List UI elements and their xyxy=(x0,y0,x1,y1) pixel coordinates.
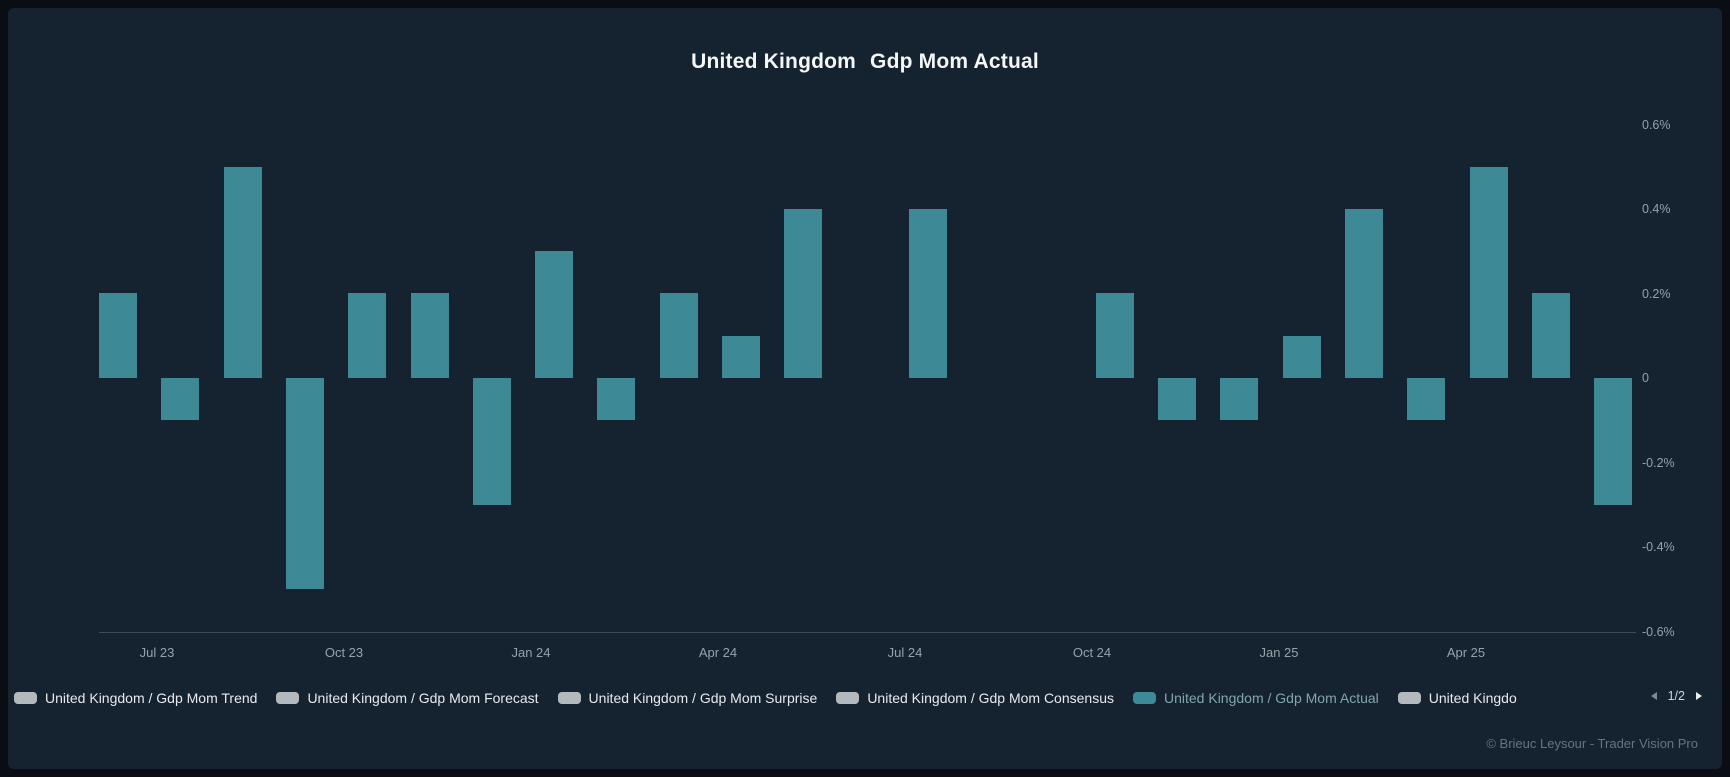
legend-item-3[interactable]: United Kingdom / Gdp Mom Consensus xyxy=(836,690,1114,706)
legend-item-label: United Kingdom / Gdp Mom Actual xyxy=(1164,690,1379,706)
bar-jun-25[interactable] xyxy=(1594,378,1632,505)
x-axis-label: Oct 23 xyxy=(324,645,364,660)
legend-item-label: United Kingdom / Gdp Mom Forecast xyxy=(307,690,539,706)
legend-item-0[interactable]: United Kingdom / Gdp Mom Trend xyxy=(14,690,257,706)
chart-title: United Kingdom Gdp Mom Actual xyxy=(8,50,1722,74)
y-axis-label: 0.6% xyxy=(1642,118,1671,132)
bar-nov-23[interactable] xyxy=(411,293,449,378)
bar-dec-24[interactable] xyxy=(1220,378,1258,420)
legend-swatch-icon xyxy=(1397,692,1421,704)
bar-jan-24[interactable] xyxy=(535,251,573,378)
legend-swatch-icon xyxy=(1133,692,1156,704)
bar-feb-24[interactable] xyxy=(597,378,635,420)
bar-jul-23[interactable] xyxy=(161,378,199,420)
legend-item-label: United Kingdom / Gdp Mom Consensus xyxy=(867,690,1114,706)
y-axis-label: 0.2% xyxy=(1642,287,1671,301)
legend-item-label: United Kingdo xyxy=(1428,690,1517,706)
bar-may-24[interactable] xyxy=(784,209,822,378)
legend-swatch-icon xyxy=(14,692,37,704)
legend-item-label: United Kingdom / Gdp Mom Surprise xyxy=(588,690,818,706)
bar-aug-23[interactable] xyxy=(224,167,262,378)
bar-dec-23[interactable] xyxy=(473,378,511,505)
legend-swatch-icon xyxy=(557,692,581,704)
y-axis-label: -0.4% xyxy=(1642,540,1675,554)
legend-prev-button[interactable] xyxy=(1649,690,1659,702)
bar-jun-23[interactable] xyxy=(99,293,137,378)
x-axis-label: Jan 24 xyxy=(511,645,551,660)
legend: United Kingdom / Gdp Mom Trend United Kin… xyxy=(14,686,1630,710)
chevron-right-icon xyxy=(1696,692,1702,700)
bar-sep-23[interactable] xyxy=(286,378,324,589)
chart-title-metric: Gdp Mom Actual xyxy=(870,50,1039,73)
bar-apr-24[interactable] xyxy=(722,336,760,378)
legend-item-4[interactable]: United Kingdom / Gdp Mom Actual xyxy=(1133,690,1379,706)
y-axis-label: 0.4% xyxy=(1642,202,1671,216)
bar-mar-25[interactable] xyxy=(1407,378,1445,420)
x-axis-label: Jan 25 xyxy=(1259,645,1299,660)
chevron-left-icon xyxy=(1650,692,1657,700)
legend-next-button[interactable] xyxy=(1694,690,1704,702)
bar-apr-25[interactable] xyxy=(1470,167,1508,378)
legend-swatch-icon xyxy=(276,692,300,704)
legend-item-2[interactable]: United Kingdom / Gdp Mom Surprise xyxy=(557,690,818,706)
chart-plot-area: 0.6% 0.4% 0.2% 0 -0.2% -0.4% -0.6% Jul 23 Oct 23… xyxy=(8,8,1722,769)
x-axis-line xyxy=(99,632,1636,633)
bar-oct-23[interactable] xyxy=(348,293,386,378)
page-indicator: 1/2 xyxy=(1667,689,1685,703)
legend-item-5[interactable]: United Kingdo xyxy=(1397,690,1517,706)
copyright-credit: © Brieuc Leysour - Trader Vision Pro xyxy=(1486,736,1698,751)
bar-jul-24[interactable] xyxy=(909,209,947,378)
y-axis-label: -0.2% xyxy=(1642,456,1675,470)
bar-feb-25[interactable] xyxy=(1345,209,1383,378)
bar-jan-25[interactable] xyxy=(1283,336,1321,378)
legend-item-1[interactable]: United Kingdom / Gdp Mom Forecast xyxy=(276,690,539,706)
bar-may-25[interactable] xyxy=(1532,293,1570,378)
bar-mar-24[interactable] xyxy=(660,293,698,378)
x-axis-label: Apr 25 xyxy=(1446,645,1486,660)
y-axis-label: -0.6% xyxy=(1642,625,1675,639)
legend-item-label: United Kingdom / Gdp Mom Trend xyxy=(45,690,258,706)
chart-panel: United Kingdom Gdp Mom Actual 0.6% 0.4% 0.2… xyxy=(8,8,1722,769)
bar-nov-24[interactable] xyxy=(1158,378,1196,420)
bar-oct-24[interactable] xyxy=(1096,293,1134,378)
x-axis-label: Apr 24 xyxy=(698,645,738,660)
x-axis-label: Oct 24 xyxy=(1072,645,1112,660)
legend-swatch-icon xyxy=(836,692,860,704)
chart-title-country: United Kingdom xyxy=(691,50,857,73)
legend-pager: 1/2 xyxy=(1649,687,1704,705)
x-axis-label: Jul 24 xyxy=(887,645,923,660)
y-axis-label: 0 xyxy=(1642,371,1649,385)
x-axis-label: Jul 23 xyxy=(139,645,175,660)
